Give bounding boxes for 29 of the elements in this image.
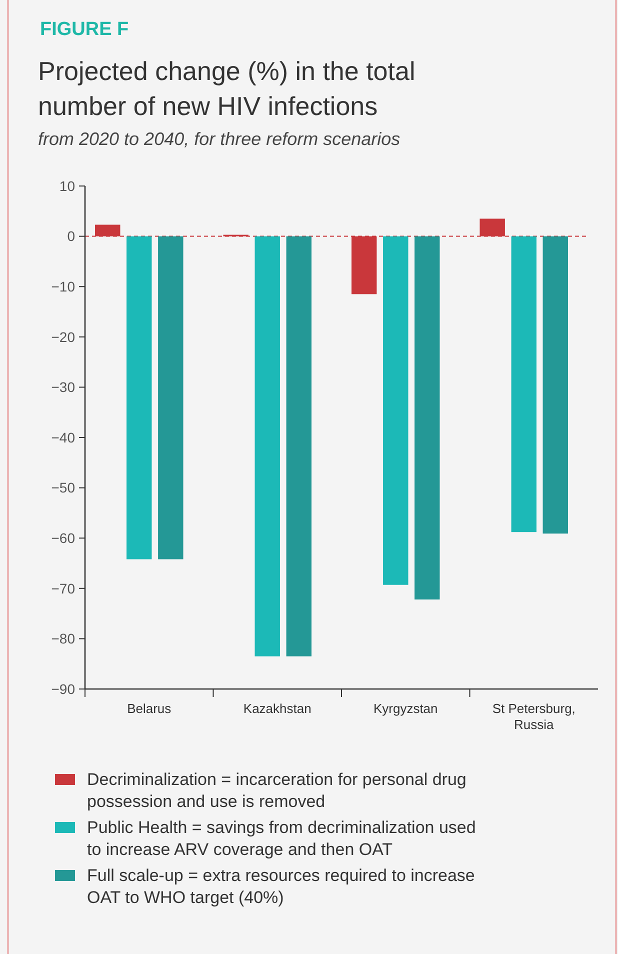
bar [158,236,184,560]
legend-label: Public Health = savings from decriminalization used to increase ARV coverage and then OAT [87,818,476,859]
y-tick-label: 0 [67,228,76,244]
y-tick-label: −70 [51,580,76,596]
x-tick-label: Belarus [127,701,172,716]
y-tick-label: −50 [51,480,76,496]
y-tick-label: −20 [51,328,76,345]
x-tick-label: Kyrgyzstan [373,701,438,716]
chart-subtitle: from 2020 to 2040, for three reform scenarios [38,129,400,149]
x-tick-label: St Petersburg, Russia [492,701,576,732]
y-tick-label: −90 [51,680,76,697]
chart-title: Projected change (%) in the total number of new HIV infections [38,56,416,121]
text: FIGURE F [40,19,129,40]
y-tick-label: −80 [51,630,76,647]
x-tick-label: Kazakhstan [243,701,312,716]
bar [511,236,536,532]
legend-label: Full scale-up = extra resources required to increase OAT to WHO target (40%) [87,866,475,907]
y-tick-label: −30 [51,379,76,396]
bar [414,236,440,600]
bar [542,236,568,534]
bar [126,236,152,560]
y-tick-label: −60 [51,530,76,546]
y-tick-label: −10 [51,278,76,294]
y-tick-label: −40 [51,429,76,446]
bar [383,236,408,585]
y-tick-label: 10 [59,178,76,194]
legend-label: Decriminalization = incarceration for personal drug possession and use is removed [87,770,466,811]
bar [254,236,280,656]
bar [286,236,312,656]
